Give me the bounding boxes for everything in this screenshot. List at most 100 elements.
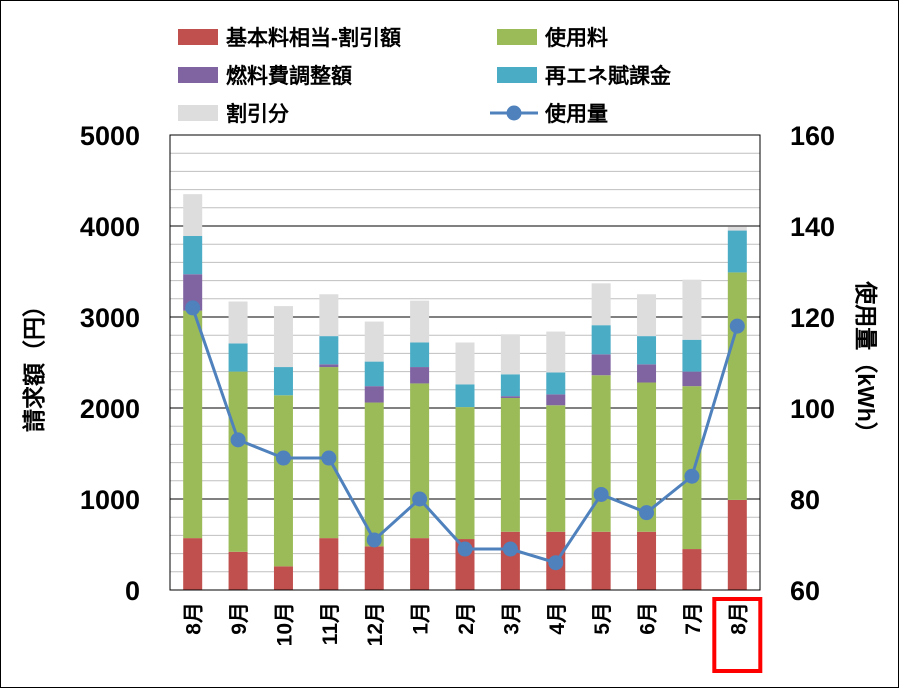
bar-segment xyxy=(591,325,611,355)
y-tick-label-left: 1000 xyxy=(80,485,140,515)
y-tick-label-right: 160 xyxy=(790,121,835,151)
x-tick-label: 11月 xyxy=(319,602,342,645)
legend-label: 基本料相当-割引額 xyxy=(226,26,401,50)
highlight-box xyxy=(712,597,763,673)
bar-segment xyxy=(228,301,248,344)
usage-point xyxy=(366,532,382,548)
bar-segment xyxy=(410,383,430,539)
legend-swatch xyxy=(497,67,537,83)
bar-segment xyxy=(273,306,293,368)
legend-label: 使用量 xyxy=(544,102,608,126)
bar-segment xyxy=(727,272,747,500)
y-tick-label-left: 0 xyxy=(125,576,140,606)
bar-segment xyxy=(410,538,430,590)
bar-segment xyxy=(410,342,430,368)
bar-segment xyxy=(410,300,430,343)
usage-line xyxy=(185,300,745,571)
bar-segment xyxy=(273,395,293,567)
usage-point xyxy=(684,468,700,484)
bar-segment xyxy=(319,294,339,337)
bars xyxy=(183,194,747,590)
y-tick-label-left: 4000 xyxy=(80,212,140,242)
x-tick-label: 3月 xyxy=(500,602,523,635)
y-axis-label-left: 請求額（円） xyxy=(21,294,47,432)
bar-segment xyxy=(183,538,203,590)
y-tick-label-left: 2000 xyxy=(80,394,140,424)
y-tick-label-right: 120 xyxy=(790,303,835,333)
legend-swatch xyxy=(178,105,218,121)
bar-segment xyxy=(682,279,702,340)
bar-segment xyxy=(500,334,520,375)
bar-segment xyxy=(455,407,475,540)
bar-segment xyxy=(364,361,384,387)
usage-point xyxy=(230,432,246,448)
bar-segment xyxy=(637,531,657,590)
usage-point xyxy=(502,541,518,557)
bar-segment xyxy=(228,343,248,372)
legend-label: 再エネ賦課金 xyxy=(545,64,672,88)
bar-segment xyxy=(228,551,248,590)
bar-segment xyxy=(727,499,747,590)
x-tick-label: 5月 xyxy=(591,602,614,635)
y-tick-label-right: 80 xyxy=(790,485,820,515)
bar-segment xyxy=(682,371,702,387)
x-tick-label: 2月 xyxy=(455,602,478,635)
bar-segment xyxy=(591,283,611,326)
bar-segment xyxy=(591,531,611,590)
bar-segment xyxy=(273,367,293,396)
bar-segment xyxy=(637,382,657,532)
bar-segment xyxy=(546,405,566,532)
bar-segment xyxy=(364,402,384,547)
bar-segment xyxy=(319,538,339,590)
bar-segment xyxy=(500,374,520,397)
bar-segment xyxy=(546,331,566,373)
usage-point xyxy=(321,450,337,466)
y-axis-label-right: 使用量（kWh） xyxy=(853,280,879,445)
bar-segment xyxy=(500,397,520,532)
y-tick-label-right: 100 xyxy=(790,394,835,424)
bar-segment xyxy=(546,372,566,395)
bar-segment xyxy=(228,371,248,552)
x-tick-label: 6月 xyxy=(637,602,660,635)
x-tick-label: 4月 xyxy=(546,602,569,635)
bar-segment xyxy=(682,339,702,372)
bar-segment xyxy=(183,194,203,237)
x-tick-label: 10月 xyxy=(273,602,296,646)
usage-point xyxy=(457,541,473,557)
y-tick-label-left: 5000 xyxy=(80,121,140,151)
x-tick-label: 8月 xyxy=(727,602,750,635)
plot-area-border xyxy=(169,134,761,591)
bar-segment xyxy=(364,546,384,590)
bar-segment xyxy=(410,367,430,384)
bar-segment xyxy=(637,336,657,365)
legend-label: 割引分 xyxy=(226,102,289,126)
bar-segment xyxy=(546,394,566,406)
legend-swatch xyxy=(178,29,218,45)
legend-line-marker xyxy=(506,105,522,121)
bar-segment xyxy=(183,236,203,275)
y-tick-label-right: 140 xyxy=(790,212,835,242)
legend-swatch xyxy=(178,67,218,83)
bar-segment xyxy=(591,354,611,376)
usage-point xyxy=(275,450,291,466)
x-tick-label: 1月 xyxy=(410,602,433,635)
x-tick-label: 12月 xyxy=(364,602,387,646)
x-tick-label: 7月 xyxy=(682,602,705,635)
bar-segment xyxy=(273,566,293,590)
legend-label: 燃料費調整額 xyxy=(226,64,352,88)
usage-point xyxy=(412,491,428,507)
usage-point xyxy=(593,486,609,502)
usage-point xyxy=(548,555,564,571)
bar-segment xyxy=(682,549,702,590)
bar-segment xyxy=(364,386,384,403)
legend-label: 使用料 xyxy=(544,26,608,50)
bar-segment xyxy=(455,342,475,385)
bar-segment xyxy=(319,364,339,368)
axes: 0 1000 2000 3000 4000 5000 60 80 100 120 140 160 8月 9… xyxy=(80,121,835,673)
bar-segment xyxy=(637,364,657,383)
bar-segment xyxy=(500,531,520,590)
bar-segment xyxy=(319,336,339,365)
bar-segment xyxy=(682,386,702,550)
x-tick-label: 9月 xyxy=(228,602,251,635)
